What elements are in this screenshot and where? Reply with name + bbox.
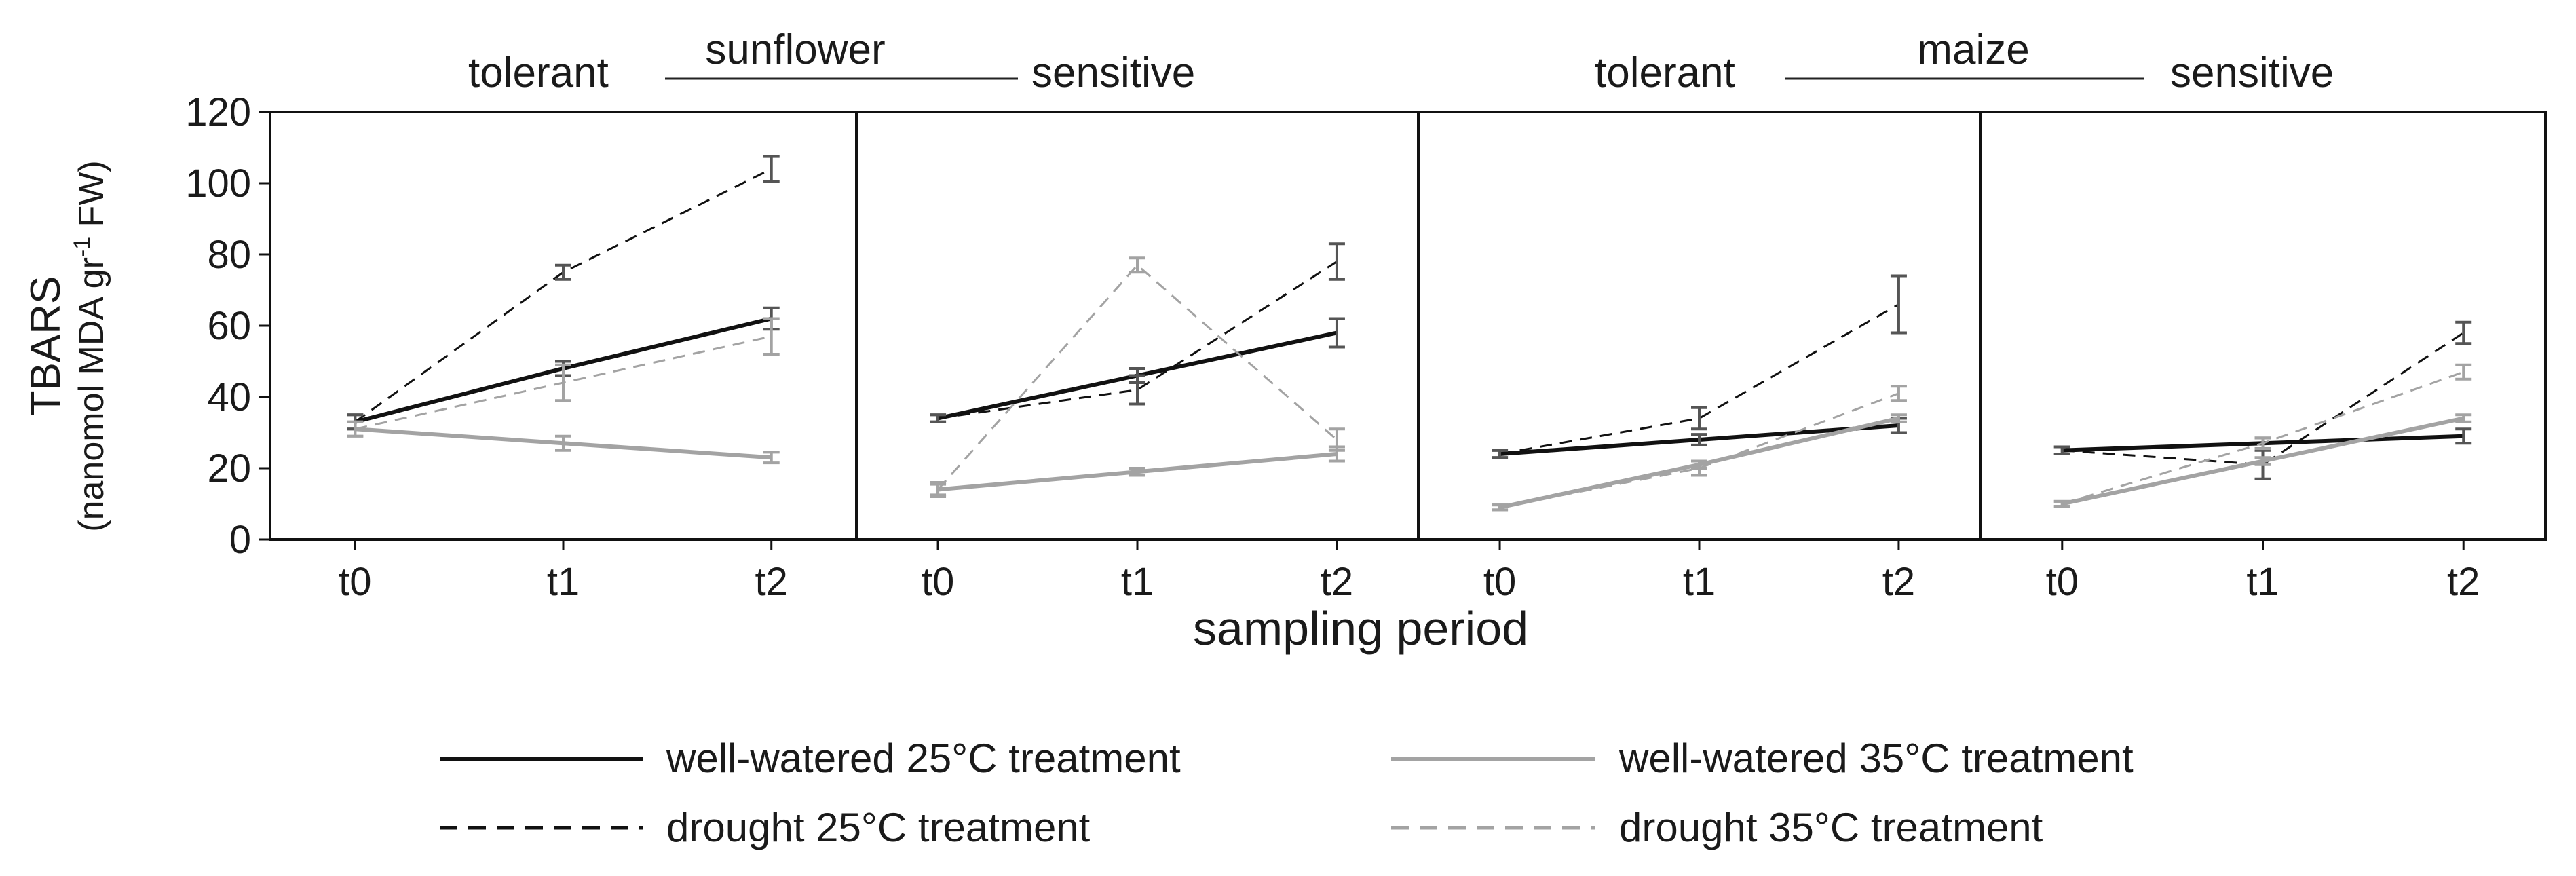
group-maize-title: maize	[1917, 26, 2029, 73]
error-bar	[1492, 449, 1509, 459]
x-tick-label: t2	[755, 560, 788, 604]
error-bar	[1691, 459, 1707, 477]
y-axis-unit-superscript: -1	[69, 237, 95, 257]
panel-frame	[269, 111, 858, 541]
legend-item-ww35: well-watered 35°C treatment	[1391, 736, 2134, 781]
series-3	[930, 256, 1345, 498]
y-tick-label: 100	[185, 161, 251, 206]
series-2	[347, 420, 780, 465]
series-2	[2053, 413, 2472, 508]
error-bar	[1492, 503, 1509, 512]
error-bar	[1890, 385, 1907, 402]
y-axis-unit-part-a: (nanomol MDA gr	[72, 257, 111, 532]
legend-label-ww25: well-watered 25°C treatment	[666, 736, 1181, 781]
y-tick-label: 120	[185, 90, 251, 134]
panel-maize-tolerant: t0 t1 t2	[1417, 111, 1982, 604]
legend: well-watered 25°C treatment well-watered…	[440, 736, 2134, 850]
error-bar	[2455, 413, 2472, 423]
error-bar	[763, 451, 780, 465]
y-axis-title: TBARS (nanomol MDA gr-1 FW)	[22, 160, 111, 531]
error-bar	[1691, 406, 1707, 431]
series-3	[1492, 385, 1907, 512]
group-sunflower-title: sunflower	[705, 26, 885, 73]
series-line	[936, 263, 1338, 491]
error-bar	[1129, 467, 1145, 477]
series-line	[1499, 392, 1899, 509]
y-tick-label: 80	[207, 233, 251, 277]
x-tick-label: t1	[1683, 560, 1716, 604]
y-tick-label: 0	[229, 518, 251, 562]
legend-label-d35: drought 35°C treatment	[1619, 805, 2043, 850]
x-tick-label: t2	[1321, 560, 1353, 604]
error-bar	[1328, 427, 1345, 452]
error-bar	[2053, 445, 2070, 455]
error-bar	[1691, 433, 1707, 446]
x-tick-label: t1	[1121, 560, 1154, 604]
x-tick-label: t0	[339, 560, 371, 604]
group-sunflower-left-label: tolerant	[468, 50, 609, 96]
y-tick-label: 20	[207, 446, 251, 491]
series-1	[930, 242, 1345, 423]
error-bar	[2053, 499, 2070, 508]
error-bar	[930, 481, 947, 498]
y-tick-label: 60	[207, 304, 251, 348]
series-line	[937, 261, 1338, 419]
error-bar	[1328, 317, 1345, 349]
group-maize-left-label: tolerant	[1595, 50, 1735, 96]
panel-maize-sensitive: t0 t1 t2	[1979, 111, 2547, 604]
x-tick-label: t1	[547, 560, 580, 604]
error-bar	[1129, 256, 1145, 274]
error-bar	[347, 420, 364, 438]
error-bar	[1890, 274, 1907, 335]
x-tick-label: t2	[2447, 560, 2480, 604]
legend-item-d25: drought 25°C treatment	[440, 805, 1091, 850]
panel-sunflower-tolerant: t0 t1 t2	[269, 111, 858, 604]
series-2	[930, 445, 1345, 497]
y-axis: 0 20 40 60 80 100 120	[185, 90, 270, 562]
y-axis-unit-part-b: FW)	[72, 160, 111, 237]
error-bar	[555, 363, 571, 402]
x-tick-label: t0	[1483, 560, 1516, 604]
series-0	[930, 317, 1345, 423]
error-bar	[763, 317, 780, 356]
series-1	[1492, 274, 1907, 459]
legend-label-d25: drought 25°C treatment	[666, 805, 1091, 850]
error-bar	[1890, 413, 1907, 423]
x-tick-label: t0	[2046, 560, 2079, 604]
y-tick-label: 40	[207, 375, 251, 419]
error-bar	[555, 263, 571, 281]
series-1	[2053, 320, 2472, 480]
panels: t0 t1 t2 t0 t1 t2 t0 t1 t2 t0 t1 t2	[269, 111, 2547, 604]
error-bar	[555, 434, 571, 452]
series-1	[347, 155, 780, 431]
panel-sunflower-sensitive: t0 t1 t2	[855, 111, 1420, 604]
error-bar	[930, 413, 947, 423]
legend-label-ww35: well-watered 35°C treatment	[1618, 736, 2134, 781]
error-bar	[2455, 427, 2472, 445]
legend-item-d35: drought 35°C treatment	[1391, 805, 2043, 850]
error-bar	[1328, 242, 1345, 281]
error-bar	[2254, 436, 2271, 451]
error-bar	[763, 155, 780, 183]
error-bar	[2455, 320, 2472, 345]
error-bar	[2455, 363, 2472, 381]
x-tick-label: t1	[2246, 560, 2279, 604]
legend-item-ww25: well-watered 25°C treatment	[440, 736, 1181, 781]
x-axis-title: sampling period	[1193, 602, 1528, 655]
series-line	[1499, 303, 1899, 455]
error-bar	[2254, 456, 2271, 466]
x-tick-label: t0	[922, 560, 954, 604]
series-3	[347, 317, 780, 438]
series-3	[2053, 363, 2472, 508]
x-tick-label: t2	[1882, 560, 1915, 604]
group-maize-right-label: sensitive	[2170, 50, 2334, 96]
series-line	[2062, 332, 2465, 466]
y-axis-title-main: TBARS	[22, 276, 69, 417]
error-bar	[1129, 374, 1145, 406]
y-axis-title-unit: (nanomol MDA gr-1 FW)	[69, 160, 111, 531]
group-sunflower-right-label: sensitive	[1031, 50, 1195, 96]
